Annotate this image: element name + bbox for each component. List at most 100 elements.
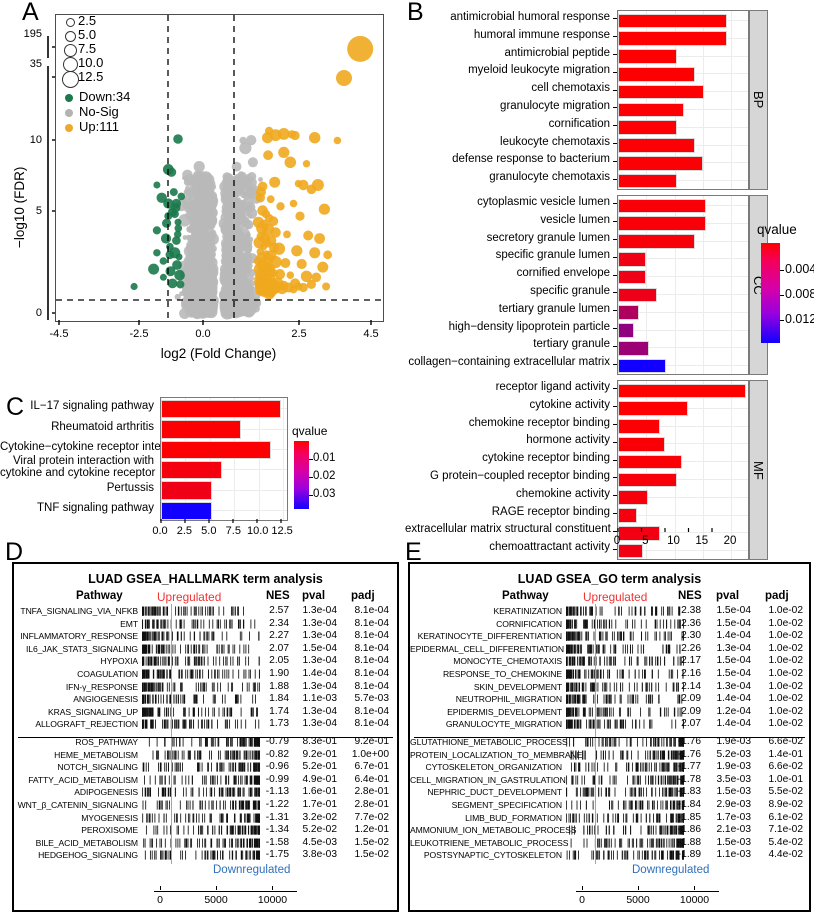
panel-b-bar[interactable] xyxy=(618,173,677,189)
gsea-pathway-name: KRAS_SIGNALING_UP xyxy=(48,706,138,717)
panel-c-kegg-enrichment: C IL−17 signaling pathway Rheumatoid arth… xyxy=(0,392,405,552)
panel-a-x-axis-ticks xyxy=(58,320,372,325)
panel-e-title: LUAD GSEA_GO term analysis xyxy=(517,572,702,586)
panel-a-y-axis-breaks xyxy=(47,36,56,320)
panel-b-bar[interactable] xyxy=(618,358,667,374)
gridline-vertical xyxy=(646,381,648,559)
panel-b-bar[interactable] xyxy=(618,401,688,417)
gridline-horizontal xyxy=(618,180,748,182)
panel-a-ytick-195: 195 xyxy=(23,28,42,40)
gridline-vertical xyxy=(731,381,732,559)
panel-b-bar[interactable] xyxy=(618,490,649,506)
panel-b-bar[interactable] xyxy=(618,84,704,100)
gridline-vertical xyxy=(234,398,236,520)
gsea-rug-plot xyxy=(142,669,260,679)
panel-c-term-label: Cytokine−cytokine receptor interaction xyxy=(0,441,195,453)
gsea-padj-value: 1.0e-02 xyxy=(768,617,803,629)
panel-c-colorbar-tickmark-1 xyxy=(309,459,313,460)
panel-c-bar[interactable] xyxy=(161,420,242,439)
panel-b-bar[interactable] xyxy=(618,31,727,47)
legend-dot-nosig xyxy=(65,109,73,117)
panel-b-bar[interactable] xyxy=(618,102,685,118)
gsea-pathway-name: LIMB_BUD_FORMATION xyxy=(465,812,562,823)
panel-c-bar[interactable] xyxy=(161,501,212,520)
panel-c-term-label: Rheumatoid arthritis xyxy=(0,421,154,433)
panel-b-term-tick xyxy=(613,160,617,162)
panel-b-bar[interactable] xyxy=(618,454,683,470)
panel-b-bar[interactable] xyxy=(618,138,696,153)
panel-b-bar[interactable] xyxy=(618,305,640,321)
gsea-nes-value: 1.84 xyxy=(269,693,289,705)
gsea-padj-value: 7.1e-02 xyxy=(768,824,803,836)
panel-c-bar[interactable] xyxy=(161,461,222,480)
panel-b-bar[interactable] xyxy=(618,49,677,64)
gsea-padj-value: 5.7e-03 xyxy=(354,693,389,705)
gsea-padj-value: 5.5e-02 xyxy=(768,786,803,798)
gsea-pval-value: 1.3e-04 xyxy=(716,680,751,692)
gsea-nes-value: 2.26 xyxy=(681,642,701,654)
panel-b-term-label: cytokine activity xyxy=(529,398,610,411)
gridline-vertical xyxy=(702,196,704,374)
panel-b-bar[interactable] xyxy=(618,340,650,356)
panel-b-term-tick xyxy=(613,178,617,180)
gsea-pathway-name: LEUKOTRIENE_METABOLIC_PROCESS xyxy=(410,837,569,848)
panel-b-bar[interactable] xyxy=(618,155,703,171)
panel-b-bar[interactable] xyxy=(618,198,706,214)
gridline-horizontal xyxy=(618,126,748,128)
panel-b-bar[interactable] xyxy=(618,323,634,338)
panel-d-axis-line xyxy=(154,891,297,893)
panel-b-bar[interactable] xyxy=(618,269,646,285)
panel-b-bar[interactable] xyxy=(618,13,727,29)
size-legend-circle-2.5 xyxy=(66,18,75,27)
panel-c-colorbar-tick-2: 0.02 xyxy=(313,470,336,482)
panel-b-term-tick xyxy=(613,513,617,514)
panel-d-label: D xyxy=(5,538,24,566)
panel-b-x-axis-ticks xyxy=(617,528,713,532)
panel-b-bar[interactable] xyxy=(618,287,657,303)
panel-e-gsea-go: E LUAD GSEA_GO term analysis Pathway Upr… xyxy=(400,538,814,914)
panel-b-term-tick xyxy=(613,239,617,240)
panel-b-bar[interactable] xyxy=(618,216,706,232)
panel-b-bar[interactable] xyxy=(618,120,677,136)
panel-b-term-label: high−density lipoprotein particle xyxy=(448,320,610,333)
gridline-horizontal xyxy=(161,469,287,471)
panel-c-colorbar-tickmark-2 xyxy=(309,477,313,478)
gsea-pathway-name: PEROXISOME xyxy=(81,825,138,836)
gridline-vertical xyxy=(731,196,732,374)
gsea-rug-plot xyxy=(566,775,684,785)
panel-c-bar[interactable] xyxy=(161,481,212,500)
panel-c-label: C xyxy=(6,393,25,421)
panel-b-bar[interactable] xyxy=(618,472,677,488)
size-legend-circle-5.0 xyxy=(65,31,76,42)
gsea-rug-plot xyxy=(143,838,260,848)
panel-b-bar[interactable] xyxy=(618,383,746,399)
panel-c-term-label: TNF signaling pathway xyxy=(0,502,154,514)
panel-b-bar[interactable] xyxy=(618,436,666,452)
panel-b-bar[interactable] xyxy=(618,66,695,82)
gsea-pval-value: 1.9e-03 xyxy=(716,761,751,773)
panel-a-ytick-10: 10 xyxy=(29,134,42,146)
gsea-rug-plot xyxy=(570,750,684,760)
gsea-nes-value: 2.57 xyxy=(269,605,289,616)
panel-b-bar[interactable] xyxy=(618,525,660,541)
gsea-rug-plot xyxy=(144,775,260,785)
panel-c-bar[interactable] xyxy=(161,400,282,419)
panel-b-bar[interactable] xyxy=(618,234,695,249)
panel-c-term-label: Pertussis xyxy=(0,482,154,494)
gsea-pathway-name: HEME_METABOLISM xyxy=(54,749,138,760)
gsea-rug-plot xyxy=(570,762,684,772)
gsea-nes-value: 2.14 xyxy=(681,680,701,692)
panel-b-bar[interactable] xyxy=(618,251,646,267)
gridline-horizontal xyxy=(618,443,748,445)
gsea-nes-value: 1.88 xyxy=(269,680,289,692)
panel-b-bar[interactable] xyxy=(618,419,660,434)
panel-d-axis-tick-0 xyxy=(160,886,162,890)
panel-b-colorbar-tick-1: 0.004 xyxy=(785,262,814,276)
panel-c-bar[interactable] xyxy=(161,440,272,459)
panel-b-bar[interactable] xyxy=(618,508,637,523)
panel-b-term-tick xyxy=(613,274,617,276)
size-legend-circle-12.5 xyxy=(62,71,79,88)
panel-d-downregulated-label: Downregulated xyxy=(213,864,291,876)
gsea-pathway-name: ANGIOGENESIS xyxy=(73,694,138,705)
panel-b-bar[interactable] xyxy=(618,543,643,559)
